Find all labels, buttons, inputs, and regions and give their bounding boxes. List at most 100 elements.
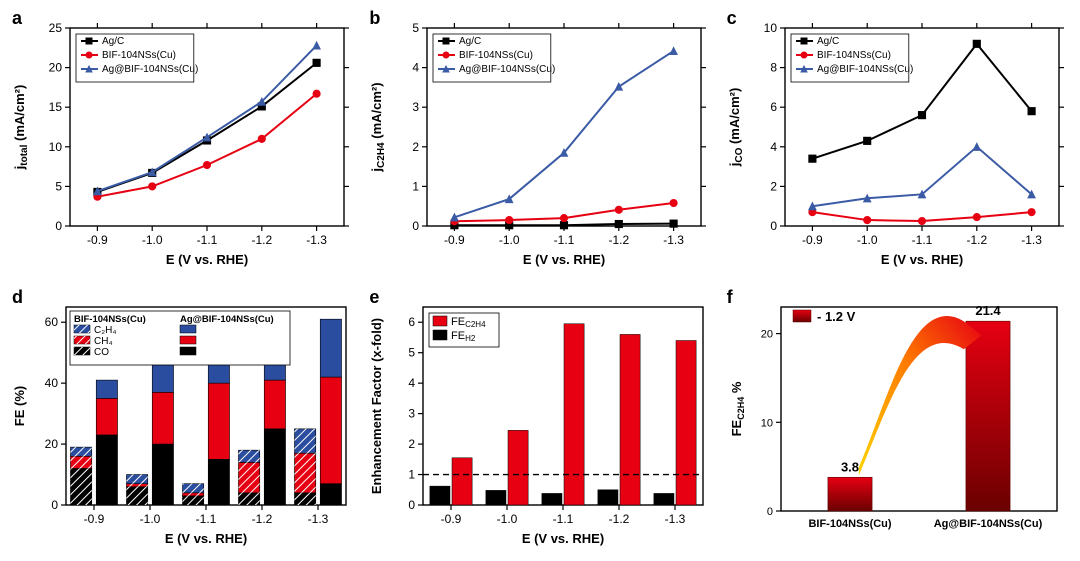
plot-d: 0 20 40 60 -0.9 -1.0 -1.1 -1.2 -1.3 E (V vs. RHE)…	[8, 285, 356, 553]
svg-text:6: 6	[770, 100, 777, 114]
svg-text:-1.2: -1.2	[966, 233, 987, 247]
svg-text:3: 3	[409, 406, 416, 420]
svg-text:6: 6	[409, 315, 416, 329]
svg-text:BIF-104NSs(Cu): BIF-104NSs(Cu)	[74, 314, 146, 325]
svg-text:25: 25	[49, 21, 63, 35]
svg-text:-0.9: -0.9	[87, 233, 108, 247]
svg-text:BIF-104NSs(Cu): BIF-104NSs(Cu)	[817, 50, 891, 61]
svg-text:Enhancement Factor (x-fold): Enhancement Factor (x-fold)	[369, 317, 384, 493]
svg-text:FEC2H4 %: FEC2H4 %	[729, 381, 746, 436]
svg-text:-1.0: -1.0	[142, 233, 163, 247]
svg-text:-1.2: -1.2	[252, 512, 273, 526]
svg-text:0: 0	[767, 506, 773, 518]
svg-text:0: 0	[409, 498, 416, 512]
panel-c: c 0246810-0.9-1.0-1.1-1.2-1.3Ag/CBIF-104…	[723, 6, 1072, 277]
svg-text:CO: CO	[94, 347, 109, 358]
svg-text:E (V vs. RHE): E (V vs. RHE)	[523, 252, 605, 267]
svg-text:20: 20	[45, 437, 59, 451]
svg-text:-1.0: -1.0	[857, 233, 878, 247]
svg-text:-1.1: -1.1	[197, 233, 218, 247]
svg-text:15: 15	[49, 100, 63, 114]
plot-c: 0 2 4 6 8 10 -0.9 -1.0 -1.1 -1.2 -1.3 Ag/C BIF-104NS…	[723, 6, 1071, 274]
panel-d: d 0204060-0.9-1.0-1.1-1.2-1.3E (V vs. RH…	[8, 285, 357, 556]
plot-a: 0 5 10 15 20 25 -0.9 -1.0 -1.1 -1.2 -1.3 Ag/C BIF-10…	[8, 6, 356, 274]
svg-text:jCO (mA/cm²): jCO (mA/cm²)	[727, 88, 745, 168]
svg-text:5: 5	[55, 179, 62, 193]
svg-text:0: 0	[55, 219, 62, 233]
svg-text:4: 4	[413, 61, 420, 75]
plot-e: 0 1 2 3 4 5 6 -0.9 -1.0 -1.1 -1.2 -1.3 E (V vs. RHE)…	[365, 285, 713, 553]
svg-text:-1.0: -1.0	[140, 512, 161, 526]
svg-text:-1.0: -1.0	[499, 233, 520, 247]
svg-text:-1.3: -1.3	[1021, 233, 1042, 247]
svg-text:8: 8	[770, 61, 777, 75]
svg-text:BIF-104NSs(Cu): BIF-104NSs(Cu)	[102, 50, 176, 61]
svg-text:jC2H4 (mA/cm²): jC2H4 (mA/cm²)	[369, 82, 387, 172]
svg-text:10: 10	[49, 140, 63, 154]
svg-text:Ag@BIF-104NSs(Cu): Ag@BIF-104NSs(Cu)	[180, 314, 274, 325]
svg-text:-0.9: -0.9	[444, 233, 465, 247]
svg-text:3: 3	[413, 100, 420, 114]
svg-text:C₂H₄: C₂H₄	[94, 325, 116, 336]
svg-text:0: 0	[413, 219, 420, 233]
svg-text:Ag@BIF-104NSs(Cu): Ag@BIF-104NSs(Cu)	[933, 518, 1042, 530]
svg-text:2: 2	[409, 437, 416, 451]
svg-text:1: 1	[413, 179, 420, 193]
svg-text:CH₄: CH₄	[94, 336, 113, 347]
svg-text:FE (%): FE (%)	[12, 385, 27, 425]
svg-text:-1.1: -1.1	[554, 233, 575, 247]
svg-text:Ag@BIF-104NSs(Cu): Ag@BIF-104NSs(Cu)	[817, 64, 913, 75]
svg-text:2: 2	[770, 179, 777, 193]
svg-text:-0.9: -0.9	[84, 512, 105, 526]
svg-text:jtotal (mA/cm²): jtotal (mA/cm²)	[12, 85, 30, 171]
svg-text:-1.0: -1.0	[497, 512, 518, 526]
svg-text:4: 4	[409, 376, 416, 390]
panel-a: a 0510152025-0.9-1.0-1.1-1.2-1.3Ag/CBIF-…	[8, 6, 357, 277]
svg-text:E (V vs. RHE): E (V vs. RHE)	[880, 252, 962, 267]
panel-e: e 0123456-0.9-1.0-1.1-1.2-1.3E (V vs. RH…	[365, 285, 714, 556]
svg-text:60: 60	[45, 315, 59, 329]
svg-text:-0.9: -0.9	[441, 512, 462, 526]
svg-text:Ag/C: Ag/C	[817, 36, 839, 47]
svg-text:Ag/C: Ag/C	[459, 36, 481, 47]
plot-f: 0 10 20 3.8 BIF-104NSs(Cu) 21.4 Ag@BIF-104NSs(…	[723, 285, 1071, 553]
svg-text:-1.3: -1.3	[306, 233, 327, 247]
svg-text:20: 20	[760, 328, 772, 340]
svg-text:5: 5	[409, 345, 416, 359]
plot-b: 0 1 2 3 4 5 -0.9 -1.0 -1.1 -1.2 -1.3 Ag/C BIF-104NSs…	[365, 6, 713, 274]
svg-text:-1.2: -1.2	[609, 512, 630, 526]
svg-text:E (V vs. RHE): E (V vs. RHE)	[166, 252, 248, 267]
svg-text:10: 10	[760, 417, 772, 429]
svg-text:-1.3: -1.3	[308, 512, 329, 526]
svg-text:3.8: 3.8	[841, 459, 859, 474]
svg-text:-1.3: -1.3	[664, 233, 685, 247]
svg-text:5: 5	[413, 21, 420, 35]
svg-text:-1.2: -1.2	[609, 233, 630, 247]
svg-text:E (V vs. RHE): E (V vs. RHE)	[165, 531, 247, 546]
svg-text:4: 4	[770, 140, 777, 154]
svg-text:Ag@BIF-104NSs(Cu): Ag@BIF-104NSs(Cu)	[102, 64, 198, 75]
figure-grid: a 0510152025-0.9-1.0-1.1-1.2-1.3Ag/CBIF-…	[0, 0, 1080, 561]
svg-text:0: 0	[770, 219, 777, 233]
svg-text:1: 1	[409, 467, 416, 481]
svg-text:10: 10	[763, 21, 777, 35]
svg-text:-1.1: -1.1	[911, 233, 932, 247]
svg-text:-1.2: -1.2	[251, 233, 272, 247]
svg-text:20: 20	[49, 61, 63, 75]
svg-text:BIF-104NSs(Cu): BIF-104NSs(Cu)	[459, 50, 533, 61]
panel-b: b 012345-0.9-1.0-1.1-1.2-1.3Ag/CBIF-104N…	[365, 6, 714, 277]
svg-text:2: 2	[413, 140, 420, 154]
svg-text:-1.1: -1.1	[553, 512, 574, 526]
svg-text:0: 0	[51, 498, 58, 512]
svg-text:-0.9: -0.9	[802, 233, 823, 247]
svg-text:-1.3: -1.3	[665, 512, 686, 526]
svg-text:Ag@BIF-104NSs(Cu): Ag@BIF-104NSs(Cu)	[459, 64, 555, 75]
svg-text:BIF-104NSs(Cu): BIF-104NSs(Cu)	[808, 518, 891, 530]
svg-text:- 1.2 V: - 1.2 V	[817, 309, 856, 324]
panel-f: f 010203.8BIF-104NSs(Cu)21.4Ag@BIF-104NS…	[723, 285, 1072, 556]
svg-text:Ag/C: Ag/C	[102, 36, 124, 47]
svg-text:E (V vs. RHE): E (V vs. RHE)	[522, 531, 604, 546]
svg-text:40: 40	[45, 376, 59, 390]
svg-text:21.4: 21.4	[975, 303, 1001, 318]
svg-text:-1.1: -1.1	[196, 512, 217, 526]
